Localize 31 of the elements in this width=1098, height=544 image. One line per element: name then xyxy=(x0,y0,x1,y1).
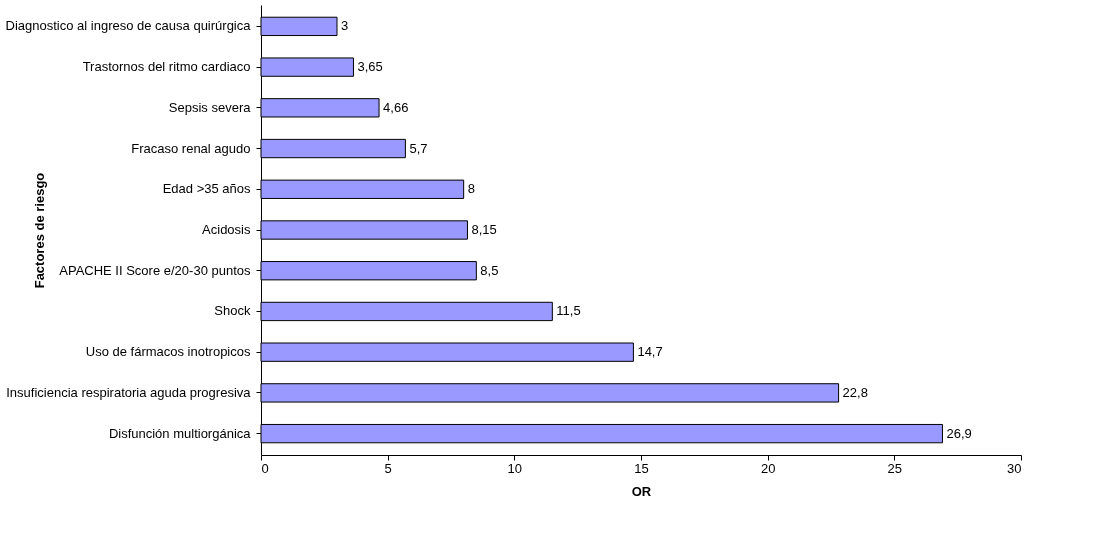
y-tick-label: Shock xyxy=(214,303,251,319)
y-tick-label: Fracaso renal agudo xyxy=(131,140,251,156)
data-label: 8 xyxy=(467,181,475,197)
x-tick-label: 25 xyxy=(887,460,903,476)
y-tick-label: Diagnostico al ingreso de causa quirúrgica xyxy=(5,18,252,34)
x-tick-label: 20 xyxy=(760,460,776,476)
x-tick-label: 0 xyxy=(261,460,269,476)
y-tick-label: Sepsis severa xyxy=(168,99,252,115)
y-tick-label: Disfunción multiorgánica xyxy=(108,425,252,441)
x-tick-label: 10 xyxy=(507,460,523,476)
data-label: 3 xyxy=(341,18,349,34)
y-tick-label: Uso de fármacos inotropicos xyxy=(85,344,251,360)
x-tick-label: 30 xyxy=(1007,460,1022,476)
data-label: 5,7 xyxy=(409,140,428,156)
data-label: 4,66 xyxy=(383,99,409,115)
y-tick-label: Acidosis xyxy=(202,222,251,237)
data-label: 22,8 xyxy=(842,384,868,400)
y-tick-label: Edad >35 años xyxy=(162,181,251,197)
x-tick-label: 15 xyxy=(634,460,649,476)
y-tick-label: APACHE II Score e/20-30 puntos xyxy=(59,262,251,278)
data-label: 11,5 xyxy=(556,303,581,319)
y-axis-title: Factores de riesgo xyxy=(31,172,47,289)
data-label: 3,65 xyxy=(357,59,383,75)
x-axis-title: OR xyxy=(631,483,652,499)
y-tick-label: Insuficiencia respiratoria aguda progresiva xyxy=(6,384,252,400)
data-label: 14,7 xyxy=(637,344,663,360)
y-tick-label: Trastornos del ritmo cardiaco xyxy=(82,59,251,75)
data-label: 26,9 xyxy=(946,425,972,441)
data-label: 8,15 xyxy=(471,222,497,237)
data-label: 8,5 xyxy=(480,262,499,278)
x-tick-label: 5 xyxy=(384,460,392,476)
